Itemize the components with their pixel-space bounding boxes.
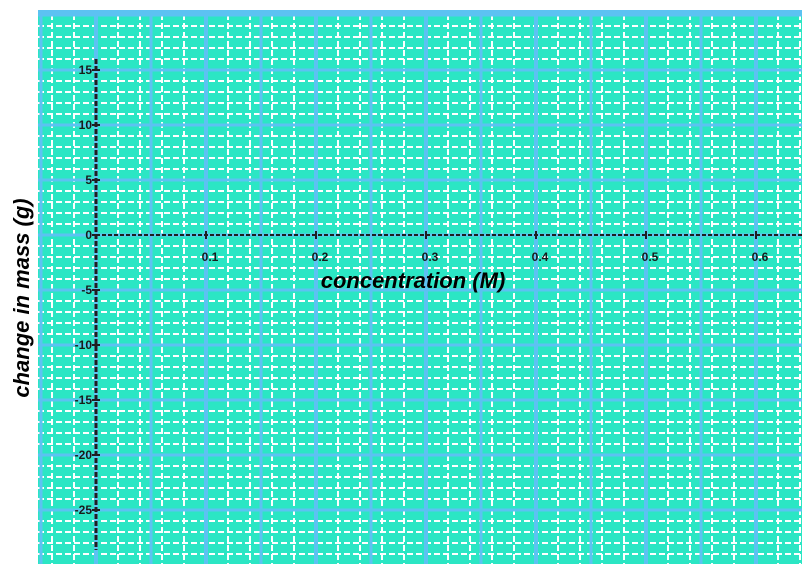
x-tick-label: 0.4: [532, 250, 549, 264]
x-tick-label: 0.1: [202, 250, 219, 264]
x-tick-label: 0.3: [422, 250, 439, 264]
y-tick-labels: 15 10 5 0 -5 -10 -15 -20 -25: [75, 63, 100, 517]
y-tick-label: 15: [79, 63, 93, 77]
y-tick-label: -20: [75, 448, 93, 462]
y-tick-label: -15: [75, 393, 93, 407]
y-axis-title: change in mass (g): [9, 198, 34, 397]
y-tick-label: -25: [75, 503, 93, 517]
x-tick-label: 0.5: [642, 250, 659, 264]
x-axis-title: concentration (M): [321, 268, 506, 293]
y-tick-label: 10: [79, 118, 93, 132]
y-tick-label: -10: [75, 338, 93, 352]
y-tick-label: -5: [81, 283, 92, 297]
y-tick-label: 5: [85, 173, 92, 187]
y-tick-label: 0: [85, 228, 92, 242]
top-border: [38, 10, 802, 14]
x-tick-label: 0.6: [752, 250, 769, 264]
x-tick-label: 0.2: [312, 250, 329, 264]
x-tick-labels: 0.1 0.2 0.3 0.4 0.5 0.6: [202, 231, 769, 264]
